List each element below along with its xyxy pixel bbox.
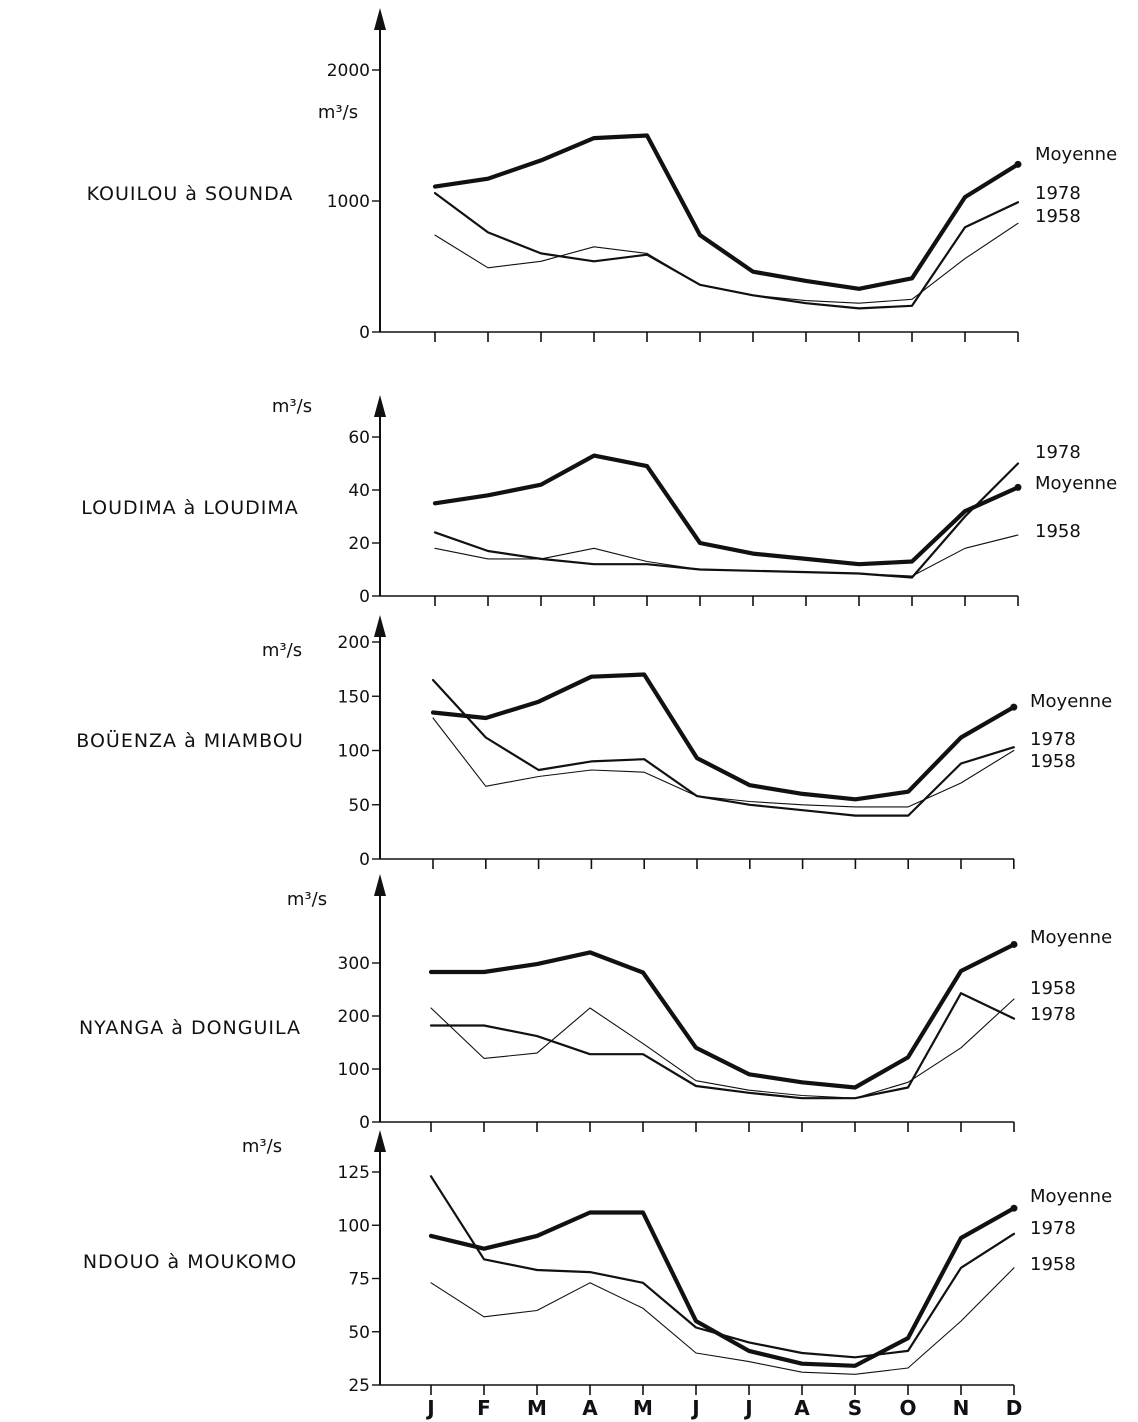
station-label: NYANGA à DONGUILA bbox=[79, 1017, 301, 1039]
series-line-1958 bbox=[430, 998, 1015, 1099]
y-axis-arrow-icon bbox=[374, 395, 386, 417]
series-line-moyenne bbox=[432, 133, 1021, 291]
series-line-1958 bbox=[432, 717, 1015, 808]
series-label-1978: 1978 bbox=[1030, 1218, 1076, 1239]
series-label-1958: 1958 bbox=[1035, 206, 1081, 227]
series-end-point bbox=[1014, 483, 1022, 491]
y-tick-label: 75 bbox=[348, 1270, 370, 1290]
y-tick-label: 0 bbox=[359, 587, 370, 607]
month-label: A bbox=[582, 1396, 598, 1420]
y-tick-label: 150 bbox=[338, 687, 370, 707]
series-label-moyenne: Moyenne bbox=[1030, 691, 1112, 712]
y-tick-label: 100 bbox=[338, 1060, 370, 1080]
month-label: J bbox=[690, 1396, 699, 1420]
y-tick-label: 300 bbox=[338, 954, 370, 974]
panel-nyanga-a-donguila: NYANGA à DONGUILA m³/s 0 100 200 300 Moyenne 19… bbox=[79, 874, 1112, 1133]
series-line-1958 bbox=[434, 222, 1019, 304]
station-label: LOUDIMA à LOUDIMA bbox=[81, 497, 299, 519]
y-tick-label: 200 bbox=[338, 1007, 370, 1027]
station-label: BOÜENZA à MIAMBOU bbox=[76, 729, 303, 752]
y-tick-label: 50 bbox=[348, 796, 370, 816]
station-label: KOUILOU à SOUNDA bbox=[87, 183, 294, 205]
panel-loudima-a-loudima: LOUDIMA à LOUDIMA m³/s 0 20 40 60 1978 Moyenne 1… bbox=[81, 395, 1117, 607]
unit-label: m³/s bbox=[242, 1136, 282, 1157]
series-end-point bbox=[1010, 940, 1018, 948]
unit-label: m³/s bbox=[262, 640, 302, 661]
y-tick-label: 100 bbox=[338, 742, 370, 762]
y-tick-label: 60 bbox=[348, 428, 370, 448]
month-label: J bbox=[425, 1396, 434, 1420]
y-tick-label: 25 bbox=[348, 1376, 370, 1396]
series-label-moyenne: Moyenne bbox=[1030, 927, 1112, 948]
series-end-point bbox=[1014, 160, 1022, 168]
series-label-1978: 1978 bbox=[1030, 1004, 1076, 1025]
unit-label: m³/s bbox=[318, 102, 358, 123]
station-label: NDOUO à MOUKOMO bbox=[83, 1251, 297, 1273]
series-line-moyenne bbox=[428, 942, 1017, 1090]
y-tick-label: 40 bbox=[348, 481, 370, 501]
y-tick-label: 125 bbox=[338, 1163, 370, 1183]
y-tick-label: 200 bbox=[338, 633, 370, 653]
y-tick-label: 20 bbox=[348, 534, 370, 554]
y-tick-label: 50 bbox=[348, 1323, 370, 1343]
series-line-1978 bbox=[433, 462, 1020, 579]
series-label-moyenne: Moyenne bbox=[1035, 473, 1117, 494]
series-line-1958 bbox=[430, 1267, 1015, 1375]
series-label-1958: 1958 bbox=[1030, 1254, 1076, 1275]
y-tick-label: 1000 bbox=[327, 192, 370, 212]
series-label-1958: 1958 bbox=[1030, 751, 1076, 772]
series-label-1978: 1978 bbox=[1035, 442, 1081, 463]
y-tick-label: 2000 bbox=[327, 61, 370, 81]
month-label: J bbox=[743, 1396, 752, 1420]
series-line-1978 bbox=[431, 678, 1015, 817]
month-label: D bbox=[1006, 1396, 1023, 1420]
unit-label: m³/s bbox=[272, 396, 312, 417]
y-tick-label: 100 bbox=[338, 1216, 370, 1236]
month-label: A bbox=[794, 1396, 810, 1420]
panel-bouenza-a-miambou: BOÜENZA à MIAMBOU m³/s 0 50 100 150 200 Moyenne… bbox=[76, 615, 1112, 870]
series-label-moyenne: Moyenne bbox=[1030, 1186, 1112, 1207]
series-label-1978: 1978 bbox=[1035, 183, 1081, 204]
month-label: S bbox=[848, 1396, 862, 1420]
month-label: N bbox=[953, 1396, 970, 1420]
y-tick-label: 0 bbox=[359, 850, 370, 870]
y-axis-arrow-icon bbox=[374, 874, 386, 896]
series-line-moyenne bbox=[428, 1206, 1017, 1368]
y-axis-arrow-icon bbox=[374, 615, 386, 637]
month-label: O bbox=[899, 1396, 916, 1420]
y-tick-label: 0 bbox=[359, 1113, 370, 1133]
series-line-moyenne bbox=[430, 672, 1016, 802]
y-axis-arrow-icon bbox=[374, 1130, 386, 1152]
month-label: M bbox=[527, 1396, 547, 1420]
series-label-1958: 1958 bbox=[1035, 521, 1081, 542]
series-line-1978 bbox=[429, 992, 1016, 1100]
series-line-1958 bbox=[434, 534, 1019, 577]
series-label-1978: 1978 bbox=[1030, 729, 1076, 750]
y-axis-arrow-icon bbox=[374, 8, 386, 30]
month-label: F bbox=[477, 1396, 491, 1420]
unit-label: m³/s bbox=[287, 889, 327, 910]
month-label: M bbox=[633, 1396, 653, 1420]
panel-ndouo-a-moukomo: NDOUO à MOUKOMO m³/s 25 50 75 100 125 Moyenne 19… bbox=[83, 1130, 1112, 1396]
series-end-point bbox=[1010, 703, 1018, 711]
series-end-point bbox=[1010, 1204, 1018, 1212]
series-line-moyenne bbox=[432, 453, 1021, 567]
series-label-1958: 1958 bbox=[1030, 978, 1076, 999]
series-label-moyenne: Moyenne bbox=[1035, 144, 1117, 165]
panel-kouilou-a-sounda: KOUILOU à SOUNDA m³/s 0 1000 2000 Moyenne 1978… bbox=[87, 8, 1117, 343]
series-line-1978 bbox=[429, 1175, 1016, 1359]
y-tick-label: 0 bbox=[359, 323, 370, 343]
